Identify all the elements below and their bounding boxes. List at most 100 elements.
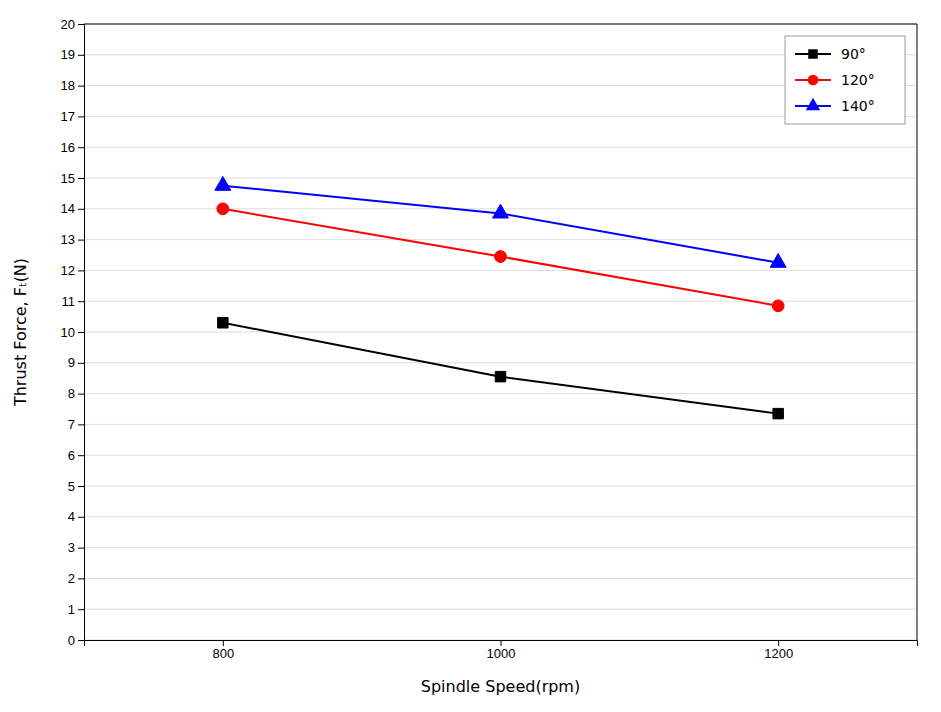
grid-line bbox=[84, 362, 917, 363]
tick-label: 800 bbox=[212, 646, 234, 661]
legend-item: 120° bbox=[795, 72, 875, 88]
axis-line bbox=[78, 25, 85, 641]
tick-label: 14 bbox=[61, 201, 75, 216]
tick-label: 10 bbox=[61, 325, 75, 340]
tick-mark bbox=[78, 55, 84, 56]
grid-line bbox=[84, 547, 917, 548]
tick: 1000 bbox=[487, 640, 516, 661]
y-axis-title: Thrust Force, Fₜ(N) bbox=[11, 258, 30, 407]
tick: 800 bbox=[212, 640, 234, 661]
tick: 3 bbox=[68, 540, 84, 555]
tick-mark bbox=[78, 578, 84, 579]
tick-label: 13 bbox=[61, 232, 75, 247]
marker bbox=[218, 318, 228, 328]
tick: 19 bbox=[61, 47, 84, 62]
tick-label: 3 bbox=[68, 540, 75, 555]
tick-label: 4 bbox=[68, 509, 75, 524]
tick-mark bbox=[78, 609, 84, 610]
tick: 16 bbox=[61, 140, 84, 155]
tick: 17 bbox=[61, 109, 84, 124]
legend: 90° 120° 140° bbox=[785, 36, 905, 124]
tick-mark bbox=[78, 301, 84, 302]
grid-line bbox=[84, 609, 917, 610]
grid-line bbox=[84, 301, 917, 302]
tick-mark bbox=[78, 424, 84, 425]
tick: 1200 bbox=[764, 640, 793, 661]
frame-top bbox=[84, 24, 917, 25]
tick-mark bbox=[78, 270, 84, 271]
grid-line bbox=[84, 147, 917, 148]
legend-label: 120° bbox=[841, 72, 875, 88]
tick-label: 18 bbox=[61, 78, 75, 93]
marker bbox=[770, 253, 786, 267]
tick-label: 0 bbox=[68, 633, 75, 648]
tick-mark bbox=[78, 486, 84, 487]
tick-mark bbox=[501, 640, 502, 646]
grid-line bbox=[84, 486, 917, 487]
tick-label: 9 bbox=[68, 355, 75, 370]
series-line bbox=[223, 209, 778, 306]
grid-line bbox=[84, 393, 917, 394]
tick: 14 bbox=[61, 201, 84, 216]
tick-label: 16 bbox=[61, 140, 75, 155]
tick: 20 bbox=[61, 17, 84, 32]
tick-mark bbox=[78, 86, 84, 87]
tick-label: 15 bbox=[61, 171, 75, 186]
tick-mark bbox=[78, 548, 84, 549]
grid bbox=[84, 24, 917, 640]
plot: 8001000120001234567891011121314151617181… bbox=[61, 17, 918, 662]
tick-mark bbox=[78, 116, 84, 117]
legend-frame bbox=[785, 36, 905, 124]
grid-line bbox=[84, 332, 917, 333]
tick: 4 bbox=[68, 509, 84, 524]
tick: 9 bbox=[68, 355, 84, 370]
marker bbox=[772, 300, 784, 312]
tick: 7 bbox=[68, 417, 84, 432]
tick-mark bbox=[78, 640, 84, 641]
marker bbox=[217, 203, 229, 215]
tick: 12 bbox=[61, 263, 84, 278]
tick-label: 11 bbox=[62, 294, 76, 309]
tick-mark bbox=[78, 517, 84, 518]
tick-mark bbox=[78, 332, 84, 333]
grid-line bbox=[84, 178, 917, 179]
legend-marker bbox=[808, 49, 817, 58]
tick-mark bbox=[78, 147, 84, 148]
tick: 10 bbox=[61, 325, 84, 340]
series-line bbox=[223, 186, 778, 263]
tick-mark bbox=[78, 363, 84, 364]
grid-line bbox=[84, 239, 917, 240]
tick: 13 bbox=[61, 232, 84, 247]
tick: 15 bbox=[61, 171, 84, 186]
x-axis: 800 1000 1200 bbox=[85, 640, 918, 661]
grid-line bbox=[84, 578, 917, 579]
tick-mark bbox=[78, 209, 84, 210]
y-axis: 01234567891011121314151617181920 bbox=[61, 17, 85, 648]
legend-label: 140° bbox=[841, 98, 875, 114]
legend-item: 140° bbox=[795, 98, 875, 114]
legend-label: 90° bbox=[841, 46, 866, 62]
series-line bbox=[223, 323, 778, 414]
tick-mark bbox=[78, 178, 84, 179]
legend-item: 90° bbox=[795, 46, 866, 62]
tick: 1 bbox=[68, 602, 84, 617]
grid-line bbox=[84, 424, 917, 425]
tick-mark bbox=[778, 640, 779, 646]
marker bbox=[495, 371, 505, 381]
grid-line bbox=[84, 270, 917, 271]
tick-label: 5 bbox=[68, 479, 75, 494]
marker bbox=[495, 251, 507, 263]
tick-label: 1 bbox=[68, 602, 75, 617]
tick-label: 17 bbox=[61, 109, 75, 124]
tick: 5 bbox=[68, 479, 84, 494]
tick: 0 bbox=[68, 633, 84, 648]
tick-label: 19 bbox=[61, 47, 75, 62]
tick: 11 bbox=[62, 294, 85, 309]
tick-label: 1000 bbox=[487, 646, 516, 661]
tick: 18 bbox=[61, 78, 84, 93]
tick-label: 7 bbox=[68, 417, 75, 432]
tick-mark bbox=[78, 455, 84, 456]
legend-marker bbox=[806, 98, 820, 110]
axis-line bbox=[85, 641, 918, 647]
marker bbox=[215, 176, 231, 190]
